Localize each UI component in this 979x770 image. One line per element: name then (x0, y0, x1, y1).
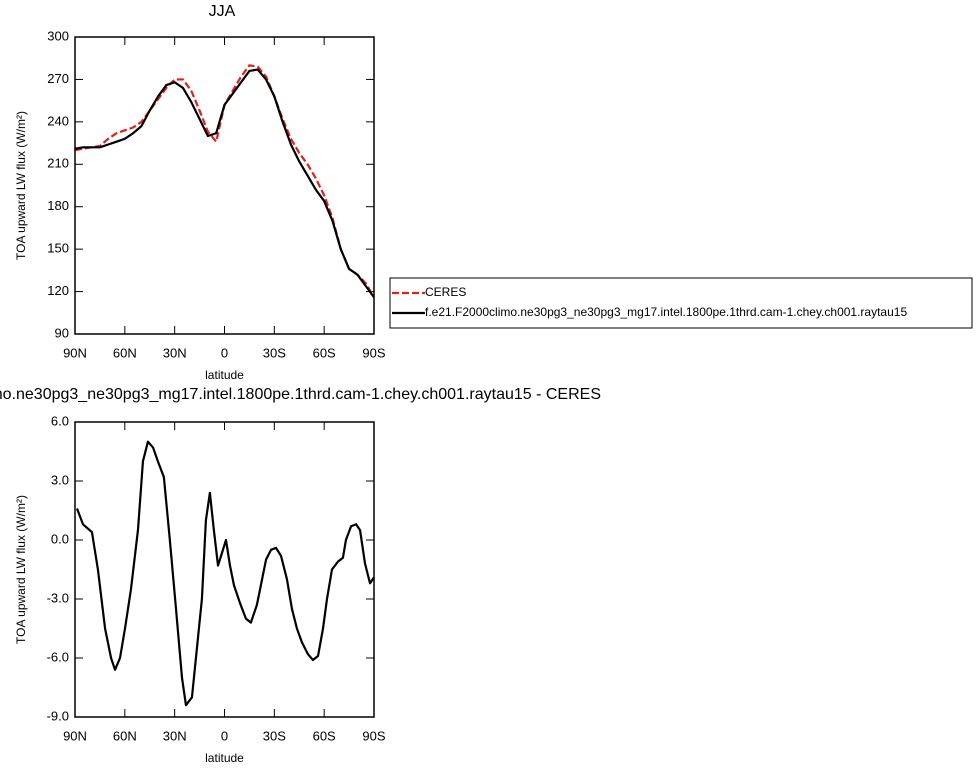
data-line (74, 64, 375, 298)
legend-label: CERES (425, 285, 466, 299)
x-tick-label: 0 (221, 728, 228, 743)
x-tick-label: 30N (163, 728, 187, 743)
legend-box (389, 277, 973, 329)
x-tick-label: 90N (63, 728, 87, 743)
y-tick-label: 300 (47, 28, 69, 43)
y-tick-label: 0.0 (51, 531, 69, 546)
y-axis-label: TOA upward LW flux (W/m²) (14, 495, 28, 644)
x-tick-label: 60S (313, 345, 336, 360)
chart-title: f.e21.F2000climo.ne30pg3_ne30pg3_mg17.in… (0, 386, 601, 403)
x-tick-label: 30N (163, 345, 187, 360)
legend-label: f.e21.F2000climo.ne30pg3_ne30pg3_mg17.in… (425, 305, 907, 319)
data-line (75, 440, 375, 707)
chart-title: JJA (209, 3, 236, 20)
x-tick-label: 60N (113, 345, 137, 360)
plot-frame (74, 36, 375, 335)
y-tick-label: 3.0 (51, 472, 69, 487)
y-tick-label: 90 (55, 325, 69, 340)
x-tick-label: 60S (313, 728, 336, 743)
x-tick-label: 90S (362, 345, 385, 360)
y-tick-label: 150 (47, 241, 69, 256)
y-tick-label: 120 (47, 283, 69, 298)
y-tick-label: -6.0 (47, 649, 69, 664)
x-tick-label: 30S (263, 728, 286, 743)
y-tick-label: 210 (47, 156, 69, 171)
x-axis-label: latitude (205, 751, 244, 765)
y-tick-label: 270 (47, 71, 69, 86)
x-tick-label: 60N (113, 728, 137, 743)
y-tick-label: -3.0 (47, 590, 69, 605)
plot-frame (74, 421, 375, 718)
x-tick-label: 90S (362, 728, 385, 743)
x-axis-label: latitude (205, 368, 244, 382)
x-tick-label: 0 (221, 345, 228, 360)
y-tick-label: -9.0 (47, 708, 69, 723)
y-tick-label: 6.0 (51, 413, 69, 428)
y-tick-label: 180 (47, 198, 69, 213)
y-axis-label: TOA upward LW flux (W/m²) (14, 111, 28, 260)
y-tick-label: 240 (47, 113, 69, 128)
x-tick-label: 30S (263, 345, 286, 360)
x-tick-label: 90N (63, 345, 87, 360)
data-line (74, 68, 375, 298)
